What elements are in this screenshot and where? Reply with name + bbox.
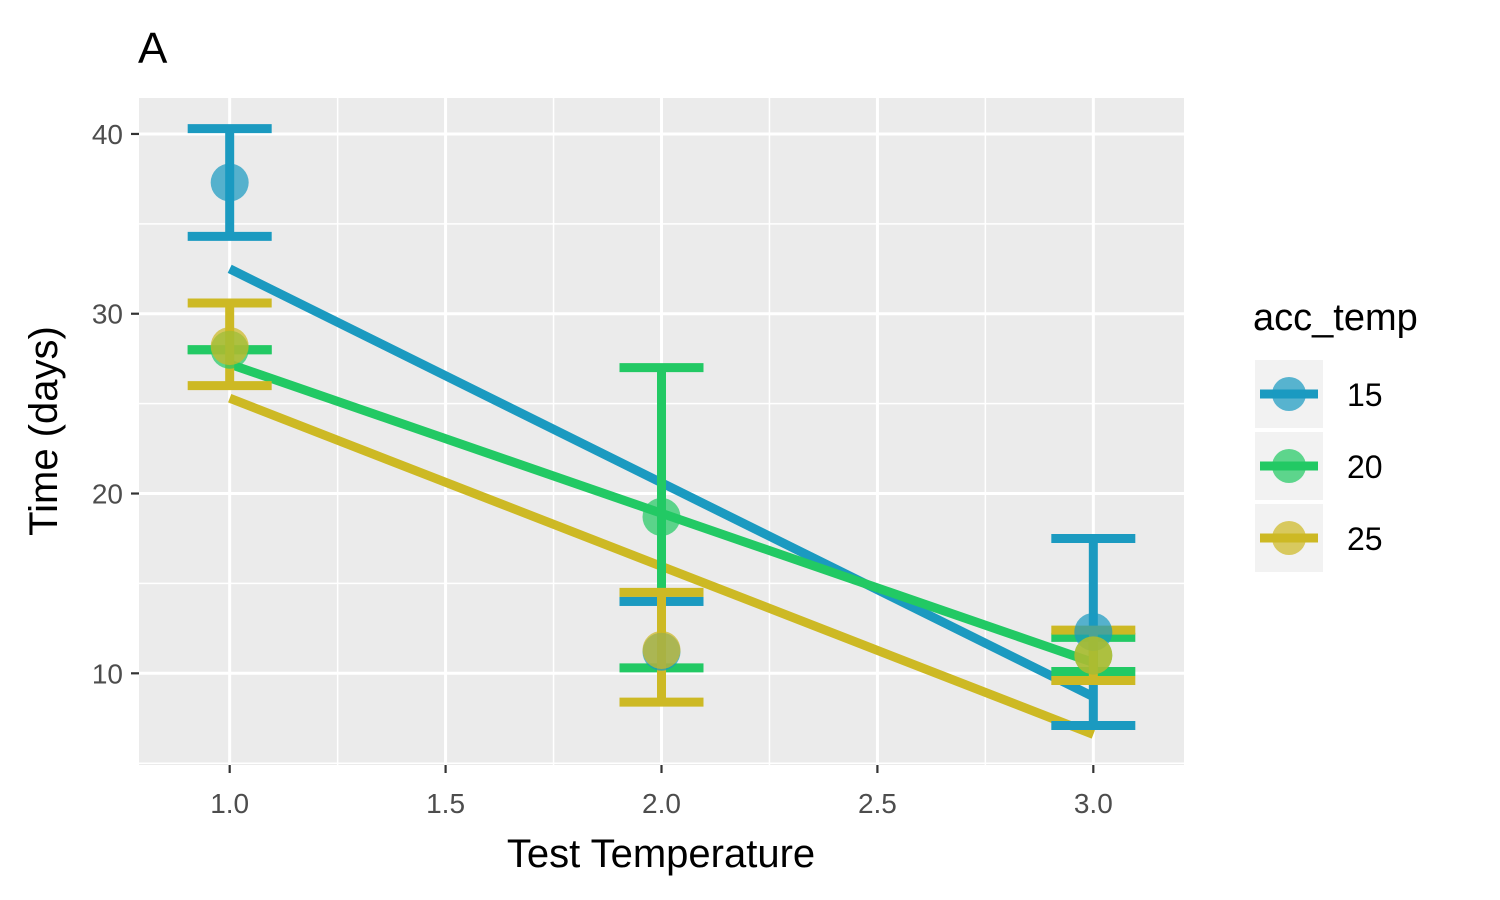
y-tick-label: 10 [92, 658, 123, 689]
x-tick-label: 1.5 [426, 788, 465, 819]
y-tick-label: 30 [92, 299, 123, 330]
legend-label-15: 15 [1347, 377, 1383, 413]
legend-label-20: 20 [1347, 449, 1383, 485]
y-axis: 10 20 30 40 [92, 119, 139, 689]
y-tick-label: 40 [92, 119, 123, 150]
point-15 [210, 163, 249, 202]
x-tick-label: 3.0 [1074, 788, 1113, 819]
legend-label-25: 25 [1347, 521, 1383, 557]
point-25 [1074, 636, 1113, 675]
x-axis-title: Test Temperature [507, 832, 815, 876]
legend: acc_temp 15 20 25 [1253, 297, 1418, 572]
x-axis: 1.0 1.5 2.0 2.5 3.0 [210, 765, 1113, 819]
data-points [210, 163, 1113, 675]
point-25 [210, 327, 249, 366]
x-tick-label: 1.0 [210, 788, 249, 819]
legend-key-point-15 [1272, 377, 1306, 411]
legend-key-point-20 [1272, 449, 1306, 483]
plot-title: A [138, 24, 168, 73]
y-tick-label: 20 [92, 479, 123, 510]
y-axis-title: Time (days) [22, 326, 66, 536]
legend-title: acc_temp [1253, 297, 1418, 339]
x-tick-label: 2.0 [642, 788, 681, 819]
point-25 [642, 630, 681, 669]
legend-key-point-25 [1272, 521, 1306, 555]
point-20 [642, 497, 681, 536]
x-tick-label: 2.5 [858, 788, 897, 819]
